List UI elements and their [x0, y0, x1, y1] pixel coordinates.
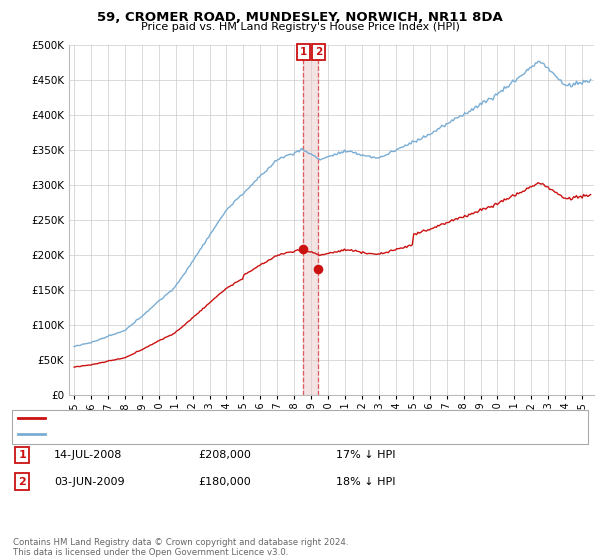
Text: 03-JUN-2009: 03-JUN-2009 — [54, 477, 125, 487]
Text: 2: 2 — [314, 47, 322, 57]
Text: Price paid vs. HM Land Registry's House Price Index (HPI): Price paid vs. HM Land Registry's House … — [140, 22, 460, 32]
Text: £180,000: £180,000 — [198, 477, 251, 487]
Text: HPI: Average price, detached house, North Norfolk: HPI: Average price, detached house, Nort… — [49, 429, 313, 439]
Text: Contains HM Land Registry data © Crown copyright and database right 2024.
This d: Contains HM Land Registry data © Crown c… — [13, 538, 349, 557]
Bar — [304, 45, 318, 395]
Text: 1: 1 — [300, 47, 307, 57]
Text: 14-JUL-2008: 14-JUL-2008 — [54, 450, 122, 460]
Text: 1: 1 — [19, 450, 26, 460]
Point — [299, 245, 308, 254]
Text: 17% ↓ HPI: 17% ↓ HPI — [336, 450, 395, 460]
Text: £208,000: £208,000 — [198, 450, 251, 460]
Text: 18% ↓ HPI: 18% ↓ HPI — [336, 477, 395, 487]
Point — [313, 264, 323, 273]
Text: 2: 2 — [19, 477, 26, 487]
Text: 59, CROMER ROAD, MUNDESLEY, NORWICH, NR11 8DA: 59, CROMER ROAD, MUNDESLEY, NORWICH, NR1… — [97, 11, 503, 24]
Text: 59, CROMER ROAD, MUNDESLEY, NORWICH, NR11 8DA (detached house): 59, CROMER ROAD, MUNDESLEY, NORWICH, NR1… — [49, 413, 431, 423]
